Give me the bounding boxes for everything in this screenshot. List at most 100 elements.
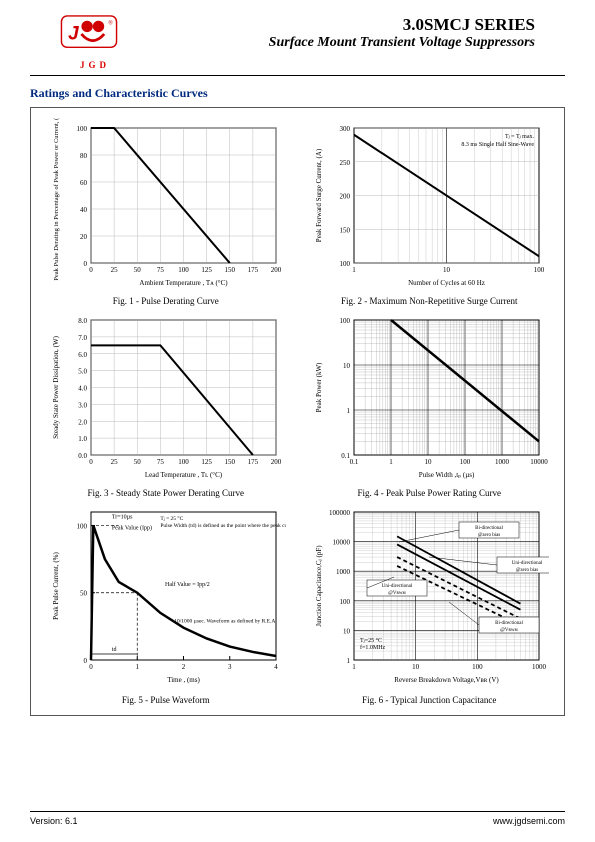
svg-text:10000: 10000 xyxy=(531,458,549,466)
svg-text:10: 10 xyxy=(443,266,451,274)
svg-text:Reverse Breakdown Voltage,Vʙʀ: Reverse Breakdown Voltage,Vʙʀ (V) xyxy=(395,676,500,684)
svg-text:0: 0 xyxy=(89,663,93,671)
svg-text:10000: 10000 xyxy=(333,539,351,547)
svg-text:5.0: 5.0 xyxy=(78,368,87,376)
svg-text:100: 100 xyxy=(178,458,189,466)
svg-text:7.0: 7.0 xyxy=(78,334,87,342)
svg-text:Tⱼ = Tⱼ max.: Tⱼ = Tⱼ max. xyxy=(505,134,535,140)
subtitle: Surface Mount Transient Voltage Suppress… xyxy=(130,35,535,51)
svg-text:0: 0 xyxy=(83,260,87,268)
fig5: 01234050100tdTr=10µsPeak Value (Ipp)Half… xyxy=(39,502,293,705)
svg-text:td: td xyxy=(112,647,117,653)
svg-text:80: 80 xyxy=(80,152,88,160)
svg-text:60: 60 xyxy=(80,179,88,187)
svg-text:100: 100 xyxy=(460,458,471,466)
svg-text:150: 150 xyxy=(340,226,351,234)
svg-text:75: 75 xyxy=(157,266,165,274)
svg-text:1: 1 xyxy=(390,458,394,466)
svg-text:1000: 1000 xyxy=(532,663,547,671)
fig6-caption: Fig. 6 - Typical Junction Capacitance xyxy=(303,695,557,705)
svg-text:25: 25 xyxy=(110,458,118,466)
svg-text:10: 10 xyxy=(343,362,351,370)
footer-url: www.jgdsemi.com xyxy=(493,816,565,826)
svg-text:4: 4 xyxy=(274,663,278,671)
svg-text:4.0: 4.0 xyxy=(78,385,87,393)
version-text: Version: 6.1 xyxy=(30,816,78,826)
fig2: 110100100150200250300Tⱼ = Tⱼ max.8.3 ms … xyxy=(303,118,557,306)
svg-text:50: 50 xyxy=(80,590,88,598)
svg-text:2.0: 2.0 xyxy=(78,418,87,426)
charts-panel: 0255075100125150175200020406080100Ambien… xyxy=(30,107,565,716)
svg-text:0: 0 xyxy=(89,458,93,466)
svg-text:Tⱼ=25 °C: Tⱼ=25 °C xyxy=(360,637,382,644)
svg-text:Uni-directional: Uni-directional xyxy=(512,561,543,566)
logo: J ® JGD xyxy=(60,15,130,70)
svg-text:@zero bias: @zero bias xyxy=(516,568,539,573)
svg-text:250: 250 xyxy=(340,159,351,167)
svg-text:J: J xyxy=(68,24,79,45)
svg-text:100000: 100000 xyxy=(329,509,351,517)
svg-text:Peak Pulse Derating in Percent: Peak Pulse Derating in Percentage of Pea… xyxy=(53,118,60,281)
svg-text:Half Value = Ipp/2: Half Value = Ipp/2 xyxy=(165,581,210,588)
fig4: 0.11101001000100000.1110100Pulse Width ,… xyxy=(303,310,557,498)
svg-text:150: 150 xyxy=(224,266,235,274)
svg-text:8.3 ms Single Half Sine-Wave: 8.3 ms Single Half Sine-Wave xyxy=(462,141,535,148)
fig2-caption: Fig. 2 - Maximum Non-Repetitive Surge Cu… xyxy=(303,296,557,306)
svg-text:100: 100 xyxy=(340,598,351,606)
svg-text:f=1.0MHz: f=1.0MHz xyxy=(360,644,386,651)
svg-text:50: 50 xyxy=(134,266,142,274)
svg-text:Time , (ms): Time , (ms) xyxy=(167,676,200,684)
svg-text:Ambient Temperature , Tᴀ (°C): Ambient Temperature , Tᴀ (°C) xyxy=(139,279,228,287)
svg-text:1: 1 xyxy=(135,663,139,671)
svg-text:100: 100 xyxy=(534,266,545,274)
svg-text:1.0: 1.0 xyxy=(78,435,87,443)
svg-text:10: 10 xyxy=(343,627,351,635)
svg-text:1000: 1000 xyxy=(495,458,510,466)
svg-text:Tr=10µs: Tr=10µs xyxy=(112,515,133,521)
svg-text:Peak Forward Surge Current, (A: Peak Forward Surge Current, (A) xyxy=(315,148,323,242)
section-title: Ratings and Characteristic Curves xyxy=(30,86,565,101)
svg-text:300: 300 xyxy=(340,125,351,133)
fig1-caption: Fig. 1 - Pulse Derating Curve xyxy=(39,296,293,306)
svg-text:1: 1 xyxy=(353,663,357,671)
svg-text:100: 100 xyxy=(76,125,87,133)
svg-text:®: ® xyxy=(108,20,113,27)
svg-text:75: 75 xyxy=(157,458,165,466)
svg-text:Uni-directional: Uni-directional xyxy=(382,584,413,589)
svg-text:25: 25 xyxy=(110,266,118,274)
svg-text:Pulse Width (td) is defined as: Pulse Width (td) is defined as the point… xyxy=(160,522,286,529)
fig4-caption: Fig. 4 - Peak Pulse Power Rating Curve xyxy=(303,488,557,498)
svg-text:175: 175 xyxy=(247,266,258,274)
svg-text:6.0: 6.0 xyxy=(78,351,87,359)
fig6: 1101001000110100100010000100000Bi-direct… xyxy=(303,502,557,705)
footer: Version: 6.1 www.jgdsemi.com xyxy=(30,811,565,826)
svg-text:8.0: 8.0 xyxy=(78,317,87,325)
svg-text:@Vʀᴡᴍ: @Vʀᴡᴍ xyxy=(389,591,407,596)
series-title: 3.0SMCJ SERIES xyxy=(130,15,535,35)
svg-text:Junction Capacitance,Cⱼ (pF): Junction Capacitance,Cⱼ (pF) xyxy=(315,545,323,627)
svg-text:1: 1 xyxy=(347,407,351,415)
svg-text:100: 100 xyxy=(472,663,483,671)
svg-text:100: 100 xyxy=(178,266,189,274)
svg-text:@Vʀᴡᴍ: @Vʀᴡᴍ xyxy=(501,628,519,633)
svg-text:Peak Value (Ipp): Peak Value (Ipp) xyxy=(112,524,152,531)
svg-text:175: 175 xyxy=(247,458,258,466)
svg-text:3.0: 3.0 xyxy=(78,401,87,409)
svg-text:1: 1 xyxy=(353,266,357,274)
svg-text:0.0: 0.0 xyxy=(78,452,87,460)
svg-text:10: 10 xyxy=(425,458,433,466)
svg-text:Steady State Power Dissipation: Steady State Power Dissipation, (W) xyxy=(52,335,60,439)
svg-text:200: 200 xyxy=(271,458,282,466)
svg-text:1000: 1000 xyxy=(336,568,351,576)
svg-text:2: 2 xyxy=(182,663,186,671)
svg-text:100: 100 xyxy=(340,317,351,325)
svg-text:150: 150 xyxy=(224,458,235,466)
svg-text:Number of Cycles at 60 Hz: Number of Cycles at 60 Hz xyxy=(408,279,485,287)
svg-text:200: 200 xyxy=(271,266,282,274)
svg-text:3: 3 xyxy=(228,663,232,671)
fig3-caption: Fig. 3 - Steady State Power Derating Cur… xyxy=(39,488,293,498)
svg-text:100: 100 xyxy=(340,260,351,268)
svg-text:10/1000 µsec. Waveform as defi: 10/1000 µsec. Waveform as defined by R.E… xyxy=(174,617,277,624)
svg-text:Bi-directional: Bi-directional xyxy=(475,526,503,531)
svg-text:0: 0 xyxy=(83,657,87,665)
